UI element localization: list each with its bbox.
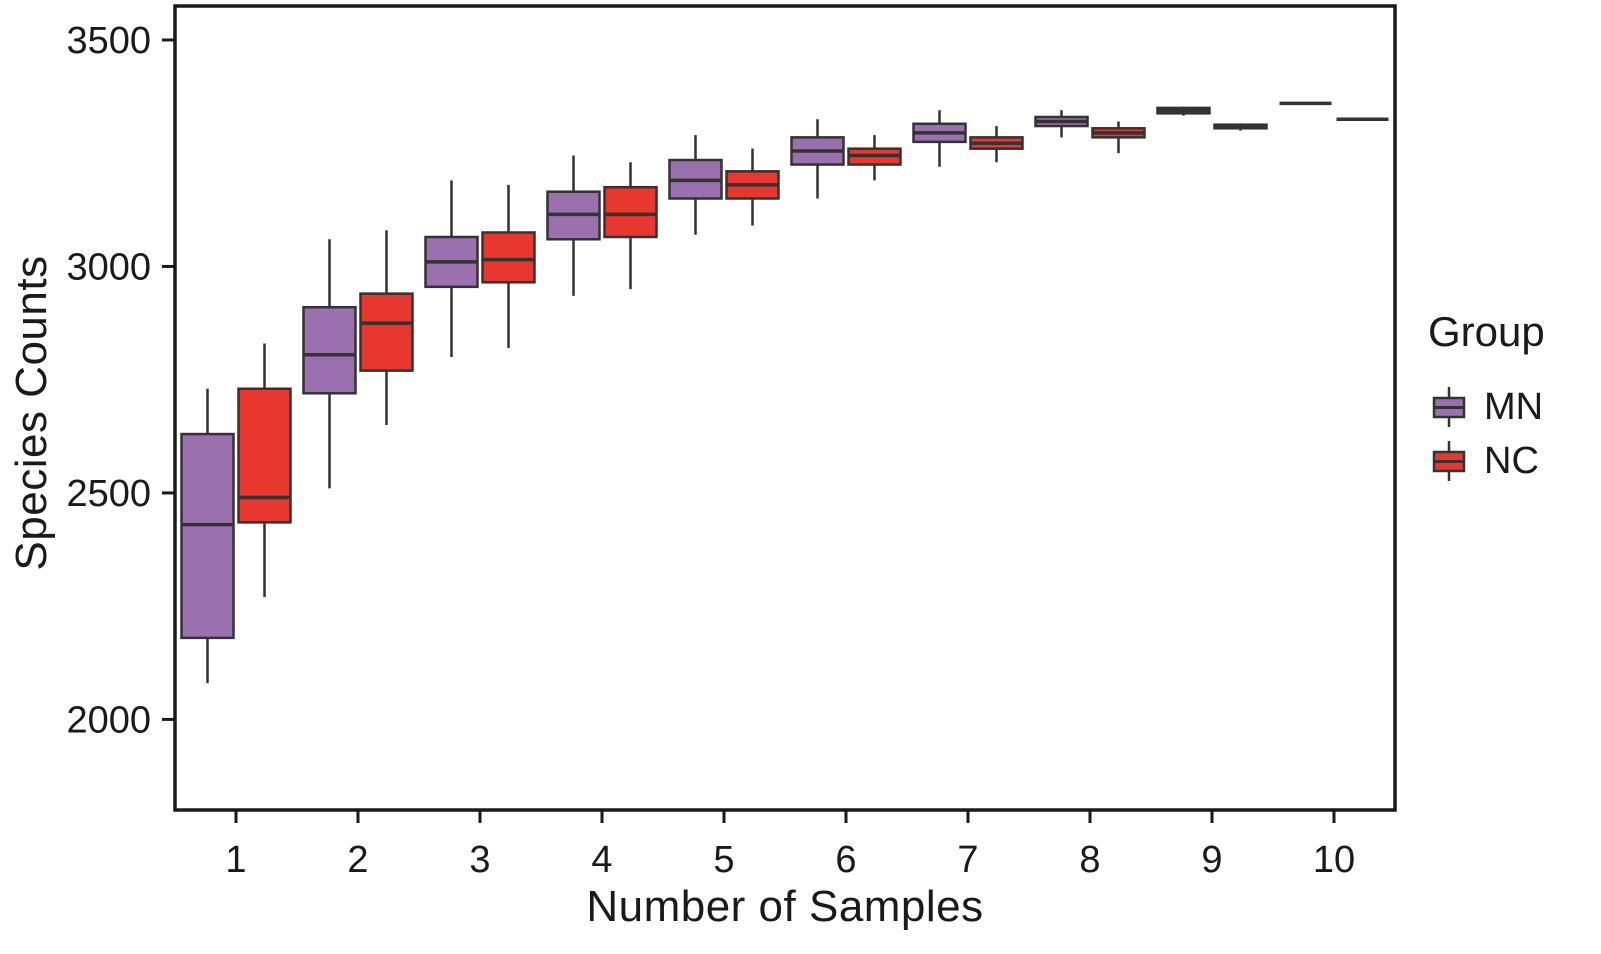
svg-text:6: 6	[835, 839, 856, 881]
legend-title: Group	[1428, 308, 1545, 355]
svg-text:2: 2	[347, 839, 368, 881]
legend-label-mn: MN	[1484, 385, 1544, 428]
x-axis-title: Number of Samples	[586, 882, 984, 931]
svg-text:2500: 2500	[66, 473, 151, 515]
svg-text:7: 7	[957, 839, 978, 881]
svg-text:2000: 2000	[66, 699, 151, 741]
legend-key-nc-icon	[1432, 441, 1466, 481]
legend: Group MN NC	[1428, 308, 1545, 492]
legend-label-nc: NC	[1484, 439, 1539, 482]
svg-text:3000: 3000	[66, 246, 151, 288]
svg-text:8: 8	[1079, 839, 1100, 881]
svg-text:3: 3	[469, 839, 490, 881]
svg-text:9: 9	[1201, 839, 1222, 881]
legend-item-nc: NC	[1428, 438, 1545, 484]
svg-text:10: 10	[1313, 839, 1355, 881]
y-axis-title: Species Counts	[7, 255, 56, 571]
svg-text:4: 4	[591, 839, 612, 881]
legend-key-mn-icon	[1432, 387, 1466, 427]
svg-text:1: 1	[225, 839, 246, 881]
svg-text:3500: 3500	[66, 20, 151, 62]
legend-item-mn: MN	[1428, 384, 1545, 430]
svg-text:5: 5	[713, 839, 734, 881]
